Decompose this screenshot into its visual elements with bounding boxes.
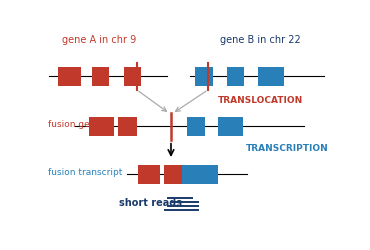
Bar xyxy=(138,165,159,184)
Bar xyxy=(182,165,198,184)
Text: gene A in chr 9: gene A in chr 9 xyxy=(62,35,137,45)
Bar xyxy=(58,66,81,86)
Bar xyxy=(92,66,110,86)
Bar xyxy=(227,66,244,86)
Text: fusion gene: fusion gene xyxy=(48,120,101,129)
Text: short reads: short reads xyxy=(120,198,182,208)
Bar xyxy=(89,116,114,136)
Text: TRANSCRIPTION: TRANSCRIPTION xyxy=(246,144,329,153)
Bar xyxy=(187,116,205,136)
Text: TRANSLOCATION: TRANSLOCATION xyxy=(218,96,303,105)
Bar xyxy=(258,66,284,86)
Bar xyxy=(197,165,218,184)
Bar xyxy=(164,165,182,184)
Bar xyxy=(124,66,141,86)
Text: gene B in chr 22: gene B in chr 22 xyxy=(219,35,300,45)
Bar xyxy=(218,116,243,136)
Bar xyxy=(195,66,213,86)
Bar xyxy=(118,116,137,136)
Text: fusion transcript: fusion transcript xyxy=(48,168,122,177)
